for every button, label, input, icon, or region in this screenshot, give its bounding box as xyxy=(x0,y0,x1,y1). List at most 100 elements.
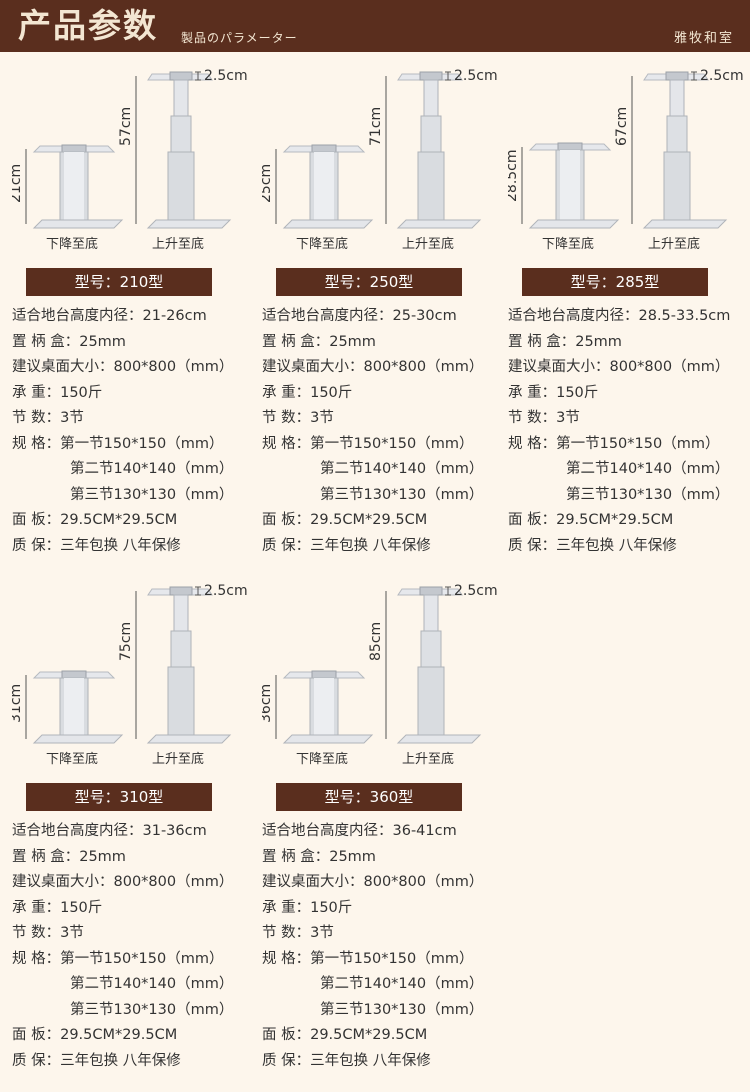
spec-label: 规 格： xyxy=(508,435,557,452)
spec-label: 适合地台高度内径： xyxy=(262,823,393,839)
spec-value: 36-41cm xyxy=(392,823,457,839)
raised-lift xyxy=(631,71,728,229)
spec-value: 25mm xyxy=(575,333,622,350)
spec-label: 规 格： xyxy=(12,435,61,452)
spec-label: 适合地台高度内径： xyxy=(12,308,143,324)
spec-value: 800*800（mm） xyxy=(609,359,730,375)
lift-diagram: 36cm 85cm 2.5cm 下降至底 上升至底 xyxy=(262,567,512,767)
spec-label: 规 格： xyxy=(262,435,311,452)
spec-dimensions-2: 第二节140*140（mm） xyxy=(262,457,512,483)
spec-value: 第一节150*150（mm） xyxy=(556,435,720,452)
spec-value: 800*800（mm） xyxy=(113,874,234,890)
spec-value: 第二节140*140（mm） xyxy=(70,461,234,477)
spec-panel: 面 板：29.5CM*29.5CM xyxy=(508,508,750,534)
spec-label: 面 板： xyxy=(262,512,311,528)
spec-list: 适合地台高度内径：28.5-33.5cm 置 柄 盒：25mm 建议桌面大小：800… xyxy=(508,304,750,559)
spec-value: 三年包换 八年保修 xyxy=(310,1052,431,1069)
spec-dimensions-2: 第二节140*140（mm） xyxy=(12,972,262,998)
model-name-bar: 型号：210型 xyxy=(26,268,212,296)
lowered-height-label: 25cm xyxy=(262,164,274,203)
spec-value: 第三节130*130（mm） xyxy=(70,486,234,503)
spec-label: 建议桌面大小： xyxy=(12,874,114,890)
panel-thickness-label: 2.5cm xyxy=(454,583,498,599)
spec-label: 置 柄 盒： xyxy=(262,848,330,865)
spec-panel: 面 板：29.5CM*29.5CM xyxy=(12,508,262,534)
spec-label: 节 数： xyxy=(262,410,311,426)
spec-handle-box: 置 柄 盒：25mm xyxy=(12,330,262,356)
spec-list: 适合地台高度内径：36-41cm 置 柄 盒：25mm 建议桌面大小：800*800… xyxy=(262,819,512,1074)
spec-list: 适合地台高度内径：31-36cm 置 柄 盒：25mm 建议桌面大小：800*800… xyxy=(12,819,262,1074)
spec-value: 28.5-33.5cm xyxy=(638,308,731,324)
spec-label: 节 数： xyxy=(508,410,557,426)
spec-warranty: 质 保：三年包换 八年保修 xyxy=(508,534,750,560)
spec-label: 质 保： xyxy=(508,537,557,554)
spec-value: 800*800（mm） xyxy=(113,359,234,375)
spec-value: 三年包换 八年保修 xyxy=(60,537,181,554)
raised-caption: 上升至底 xyxy=(402,751,454,767)
spec-dimensions-3: 第三节130*130（mm） xyxy=(262,483,512,509)
spec-label: 面 板： xyxy=(12,512,61,528)
spec-label: 置 柄 盒： xyxy=(12,333,80,350)
product-card: 28.5cm 67cm 2.5cm 下降至底 上升至底型号：285型适合地台高度内径：2… xyxy=(508,52,750,554)
spec-value: 3节 xyxy=(60,410,84,426)
lift-diagram-svg: 28.5cm 67cm 2.5cm 下降至底 上升至底 xyxy=(508,68,744,252)
model-name-bar: 型号：360型 xyxy=(276,783,462,811)
spec-load: 承 重：150斤 xyxy=(12,381,262,407)
model-name-bar: 型号：250型 xyxy=(276,268,462,296)
product-card: 21cm 57cm 2.5cm 下降至底 上升至底型号：210型适合地台高度内径：21-… xyxy=(12,52,262,554)
raised-caption: 上升至底 xyxy=(648,236,700,252)
lowered-lift xyxy=(25,144,124,229)
spec-table-size: 建议桌面大小：800*800（mm） xyxy=(12,870,262,896)
spec-label: 面 板： xyxy=(262,1027,311,1043)
spec-value: 第二节140*140（mm） xyxy=(566,461,730,477)
spec-label: 规 格： xyxy=(12,950,61,967)
lowered-caption: 下降至底 xyxy=(296,751,348,767)
spec-sections: 节 数：3节 xyxy=(12,406,262,432)
page-title: 产品参数 xyxy=(18,6,158,45)
spec-fit-range: 适合地台高度内径：36-41cm xyxy=(262,819,512,845)
panel-thickness-label: 2.5cm xyxy=(204,68,248,84)
raised-lift xyxy=(135,586,232,744)
spec-value: 第一节150*150（mm） xyxy=(310,435,474,452)
lowered-caption: 下降至底 xyxy=(296,236,348,252)
spec-value: 第一节150*150（mm） xyxy=(310,950,474,967)
spec-value: 21-26cm xyxy=(142,308,207,324)
spec-value: 29.5CM*29.5CM xyxy=(556,512,674,528)
lowered-lift xyxy=(275,670,374,744)
spec-label: 承 重： xyxy=(12,384,61,401)
spec-value: 25mm xyxy=(79,333,126,350)
spec-dimensions: 规 格：第一节150*150（mm） xyxy=(262,432,512,458)
spec-label: 置 柄 盒： xyxy=(12,848,80,865)
spec-sections: 节 数：3节 xyxy=(262,406,512,432)
model-name-bar: 型号：285型 xyxy=(522,268,708,296)
lowered-lift xyxy=(275,144,374,229)
spec-label: 质 保： xyxy=(12,1052,61,1069)
spec-sections: 节 数：3节 xyxy=(12,921,262,947)
lowered-height-label: 31cm xyxy=(12,684,24,723)
spec-handle-box: 置 柄 盒：25mm xyxy=(262,330,512,356)
spec-dimensions-3: 第三节130*130（mm） xyxy=(508,483,750,509)
spec-value: 31-36cm xyxy=(142,823,207,839)
lift-diagram: 21cm 57cm 2.5cm 下降至底 上升至底 xyxy=(12,52,262,252)
spec-value: 150斤 xyxy=(310,384,353,401)
raised-lift xyxy=(385,586,482,744)
lift-diagram-svg: 25cm 71cm 2.5cm 下降至底 上升至底 xyxy=(262,68,498,252)
spec-label: 建议桌面大小： xyxy=(12,359,114,375)
spec-dimensions-2: 第二节140*140（mm） xyxy=(262,972,512,998)
spec-table-size: 建议桌面大小：800*800（mm） xyxy=(262,870,512,896)
spec-value: 29.5CM*29.5CM xyxy=(60,512,178,528)
spec-table-size: 建议桌面大小：800*800（mm） xyxy=(12,355,262,381)
spec-value: 25-30cm xyxy=(392,308,457,324)
spec-panel: 面 板：29.5CM*29.5CM xyxy=(12,1023,262,1049)
spec-value: 150斤 xyxy=(556,384,599,401)
spec-warranty: 质 保：三年包换 八年保修 xyxy=(12,534,262,560)
spec-label: 规 格： xyxy=(262,950,311,967)
product-card: 36cm 85cm 2.5cm 下降至底 上升至底 型号：360型 适合地台高度内径：36-… xyxy=(262,567,512,1069)
spec-label: 建议桌面大小： xyxy=(262,874,364,890)
spec-value: 3节 xyxy=(556,410,580,426)
spec-label: 适合地台高度内径： xyxy=(12,823,143,839)
spec-fit-range: 适合地台高度内径：28.5-33.5cm xyxy=(508,304,750,330)
spec-value: 800*800（mm） xyxy=(363,359,484,375)
spec-value: 29.5CM*29.5CM xyxy=(310,1027,428,1043)
raised-height-label: 67cm xyxy=(614,107,630,146)
